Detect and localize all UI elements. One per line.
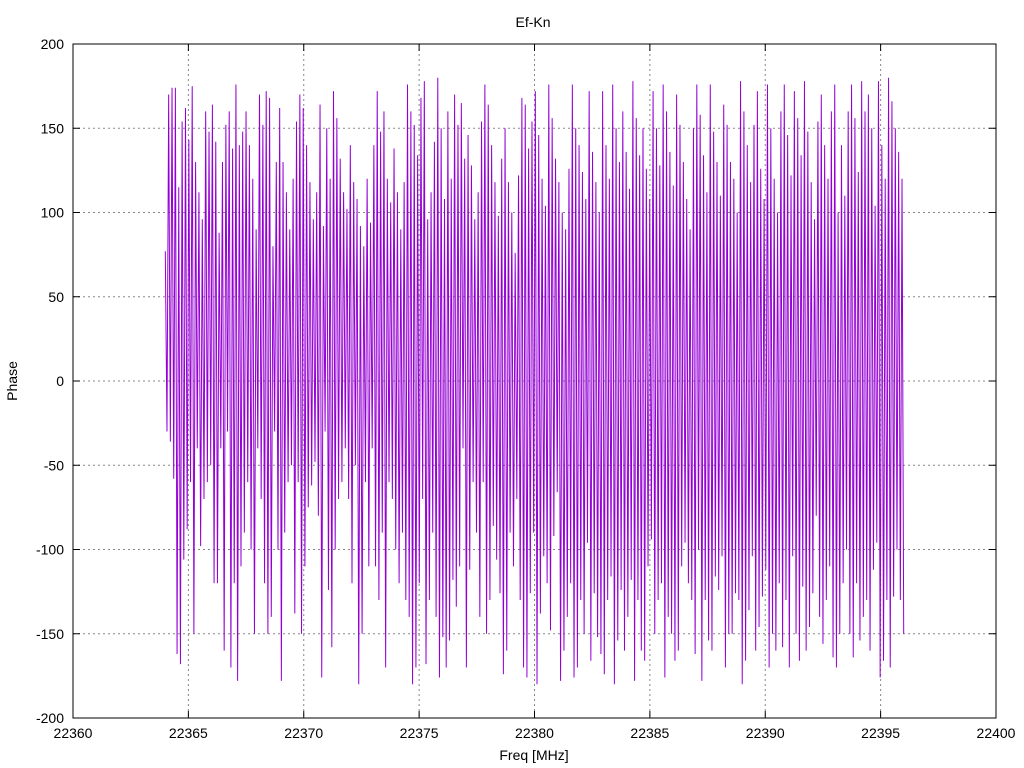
x-tick-label: 22395: [861, 725, 900, 741]
phase-series-line: [164, 77, 905, 685]
x-tick-label: 22365: [169, 725, 208, 741]
x-tick-label: 22390: [746, 725, 785, 741]
y-tick-label: -200: [36, 710, 64, 726]
y-tick-label: 0: [56, 373, 64, 389]
y-tick-label: 50: [48, 289, 64, 305]
x-tick-label: 22375: [400, 725, 439, 741]
x-axis-title: Freq [MHz]: [499, 747, 568, 763]
x-tick-label: 22400: [977, 725, 1016, 741]
y-tick-label: 150: [41, 120, 65, 136]
chart-title: Ef-Kn: [515, 14, 550, 30]
y-axis-title: Phase: [4, 361, 20, 401]
x-tick-label: 22380: [515, 725, 554, 741]
y-tick-label: -150: [36, 626, 64, 642]
x-tick-label: 22370: [284, 725, 323, 741]
axis-ticks: 22360 22365 22370 22375 22380 22385 22390 22395…: [36, 36, 1016, 741]
x-tick-label: 22385: [630, 725, 669, 741]
x-tick-label: 22360: [54, 725, 93, 741]
y-tick-label: 200: [41, 36, 65, 52]
y-tick-label: -100: [36, 542, 64, 558]
y-tick-label: -50: [44, 457, 64, 473]
data-series: [164, 77, 905, 685]
y-tick-label: 100: [41, 205, 65, 221]
